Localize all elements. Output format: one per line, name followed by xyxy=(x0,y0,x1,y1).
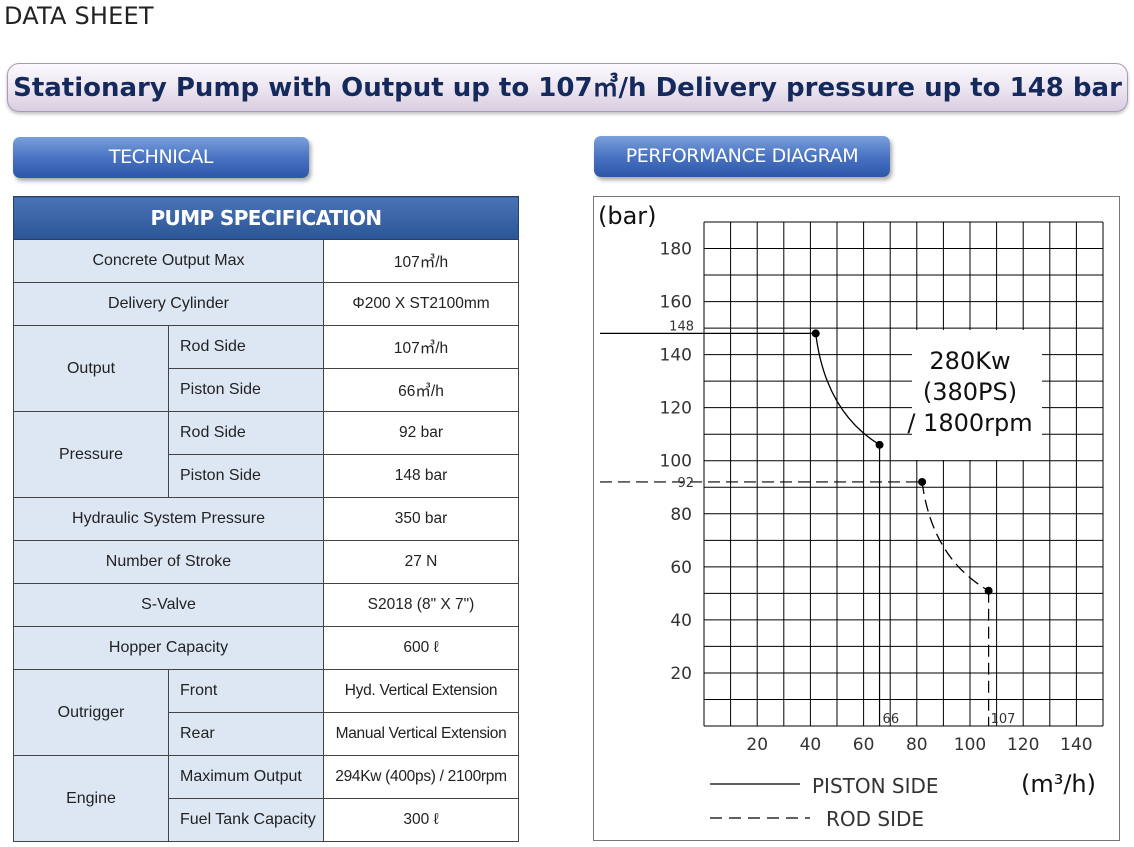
sub-label: Rear xyxy=(168,712,324,756)
performance-diagram: 20 40 60 80 100 120 140 160 180 20 40 60 80 100 120 140… xyxy=(593,196,1120,841)
annotation-background xyxy=(912,330,1042,460)
x-tick-label: 100 xyxy=(954,735,986,755)
row-value: 600 ℓ xyxy=(322,626,520,670)
sub-label: Rod Side xyxy=(168,325,324,369)
y-tick-label: 20 xyxy=(670,664,692,684)
group-label: Output xyxy=(13,325,169,412)
row-label: S-Valve xyxy=(13,583,324,627)
y-tick-label: 60 xyxy=(670,558,692,578)
data-point xyxy=(984,586,993,595)
annotation-text: (380PS) xyxy=(923,378,1017,406)
group-label: Pressure xyxy=(13,411,169,498)
page-title: Stationary Pump with Output up to 107㎥/h… xyxy=(7,63,1128,112)
table-row: Piston Side 148 bar xyxy=(14,454,520,498)
group-label: Outrigger xyxy=(13,669,169,756)
row-label: Number of Stroke xyxy=(13,540,324,584)
x-tick-label: 120 xyxy=(1007,735,1039,755)
data-point xyxy=(811,329,820,338)
sub-label: Front xyxy=(168,669,324,713)
table-row: Hopper Capacity 600 ℓ xyxy=(13,626,520,670)
series-line-piston-side xyxy=(815,333,880,446)
row-value: Manual Vertical Extension xyxy=(322,712,520,756)
sub-label: Piston Side xyxy=(168,454,324,498)
reference-label-66: 66 xyxy=(883,712,900,727)
row-value: S2018 (8" X 7") xyxy=(322,583,520,627)
table-row: S-Valve S2018 (8" X 7") xyxy=(13,583,520,627)
row-label: Hydraulic System Pressure xyxy=(13,497,324,541)
group-label: Engine xyxy=(13,755,169,842)
legend-label-rod-side: ROD SIDE xyxy=(826,807,924,831)
section-tab-technical: TECHNICAL xyxy=(13,137,309,178)
x-tick-label: 140 xyxy=(1060,735,1092,755)
row-label: Concrete Output Max xyxy=(13,239,324,283)
sub-label: Rod Side xyxy=(168,411,324,455)
sub-label: Maximum Output xyxy=(168,755,324,799)
table-row: Concrete Output Max 107㎥/h xyxy=(13,239,520,283)
row-value: 107㎥/h xyxy=(322,239,520,283)
data-point xyxy=(875,440,884,449)
row-label: Delivery Cylinder xyxy=(13,282,324,326)
data-point xyxy=(918,477,927,486)
sub-label: Piston Side xyxy=(168,368,324,412)
annotation-text: 280Kw xyxy=(929,347,1010,375)
table-row: Piston Side 66㎥/h xyxy=(14,368,520,412)
y-tick-label: 160 xyxy=(660,293,692,313)
table-row: Output Rod Side 107㎥/h xyxy=(13,325,520,412)
row-value: 92 bar xyxy=(322,411,520,455)
x-tick-label: 80 xyxy=(906,735,928,755)
y-tick-label: 80 xyxy=(670,505,692,525)
x-tick-label: 40 xyxy=(800,735,822,755)
row-value: Hyd. Vertical Extension xyxy=(322,669,520,713)
row-value: 350 bar xyxy=(322,497,520,541)
sheet-label: DATA SHEET xyxy=(4,2,154,30)
row-value: 27 N xyxy=(322,540,520,584)
y-axis-label: (bar) xyxy=(598,202,657,230)
table-row: Delivery Cylinder Φ200 X ST2100mm xyxy=(13,282,520,326)
row-label: Hopper Capacity xyxy=(13,626,324,670)
legend-label-piston-side: PISTON SIDE xyxy=(812,774,939,798)
sub-label: Fuel Tank Capacity xyxy=(168,798,324,842)
reference-label-107: 107 xyxy=(991,712,1016,727)
row-value: 66㎥/h xyxy=(322,368,520,412)
table-title: PUMP SPECIFICATION xyxy=(12,196,520,240)
performance-chart-svg: 20 40 60 80 100 120 140 160 180 20 40 60 80 100 120 140… xyxy=(598,202,1104,831)
table-row: Pressure Rod Side 92 bar xyxy=(13,411,520,498)
table-row: Rear Manual Vertical Extension xyxy=(14,712,520,756)
reference-label-92: 92 xyxy=(677,476,694,491)
y-tick-label: 40 xyxy=(670,611,692,631)
pump-specification-table: PUMP SPECIFICATION Concrete Output Max 1… xyxy=(12,196,520,842)
x-axis-label: (m³/h) xyxy=(1021,770,1096,798)
y-tick-label: 140 xyxy=(660,346,692,366)
row-value: 300 ℓ xyxy=(322,798,520,842)
reference-label-148: 148 xyxy=(669,319,694,334)
table-row: Number of Stroke 27 N xyxy=(13,540,520,584)
row-value: 148 bar xyxy=(322,454,520,498)
x-tick-label: 60 xyxy=(853,735,875,755)
annotation-text: / 1800rpm xyxy=(907,409,1032,437)
row-value: Φ200 X ST2100mm xyxy=(322,282,520,326)
x-tick-label: 20 xyxy=(746,735,768,755)
y-tick-label: 180 xyxy=(660,240,692,260)
y-tick-label: 120 xyxy=(660,399,692,419)
series-line-rod-side xyxy=(921,481,989,592)
row-value: 107㎥/h xyxy=(322,325,520,369)
table-row: Engine Maximum Output 294Kw (400ps) / 21… xyxy=(13,755,520,842)
y-tick-label: 100 xyxy=(660,452,692,472)
table-row: Fuel Tank Capacity 300 ℓ xyxy=(14,798,520,842)
row-value: 294Kw (400ps) / 2100rpm xyxy=(322,755,520,799)
table-row: Outrigger Front Hyd. Vertical Extension xyxy=(13,669,520,756)
table-row: Hydraulic System Pressure 350 bar xyxy=(13,497,520,541)
section-tab-performance: PERFORMANCE DIAGRAM xyxy=(594,136,890,177)
